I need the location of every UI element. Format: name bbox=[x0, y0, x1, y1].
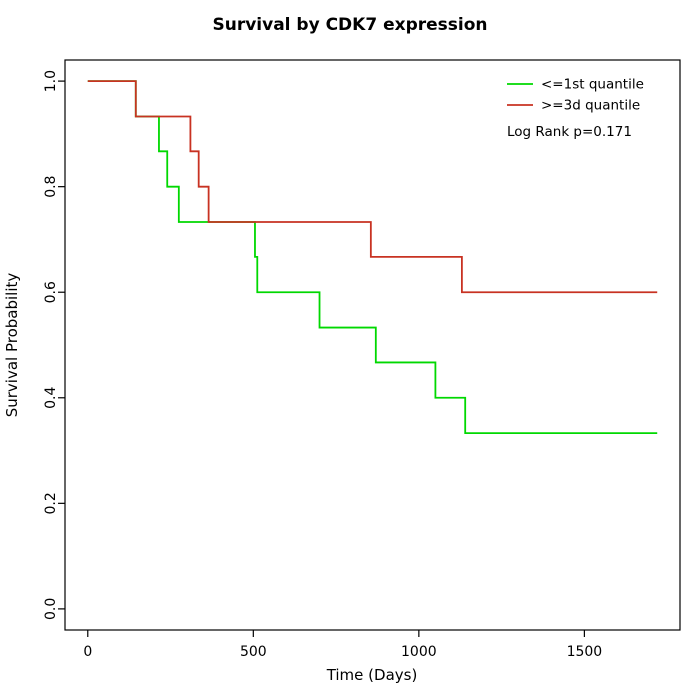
axis-ticks: 0 500 1000 1500 0.0 0.2 0.4 0.6 0.8 1.0 bbox=[43, 70, 602, 660]
y-tick-label: 0.4 bbox=[43, 387, 59, 409]
plot-frame bbox=[64, 59, 681, 631]
km-curve-1 bbox=[87, 80, 658, 294]
x-tick-label: 1500 bbox=[567, 644, 603, 660]
y-tick-label: 0.2 bbox=[43, 492, 59, 514]
chart-title: Survival by CDK7 expression bbox=[212, 15, 487, 35]
x-tick-label: 1000 bbox=[401, 644, 437, 660]
y-tick-label: 0.8 bbox=[43, 176, 59, 198]
km-curve-0 bbox=[87, 80, 658, 435]
legend: <=1st quantile >=3d quantile Log Rank p=… bbox=[507, 77, 644, 140]
legend-label-green: <=1st quantile bbox=[541, 77, 644, 93]
y-tick-label: 1.0 bbox=[43, 70, 59, 92]
logrank-pvalue: Log Rank p=0.171 bbox=[507, 124, 632, 140]
survival-curves bbox=[87, 80, 658, 435]
legend-label-red: >=3d quantile bbox=[541, 98, 640, 114]
y-tick-label: 0.6 bbox=[43, 281, 59, 303]
x-axis-label: Time (Days) bbox=[326, 666, 418, 684]
y-axis-label: Survival Probability bbox=[3, 273, 21, 418]
x-tick-label: 0 bbox=[83, 644, 92, 660]
y-tick-label: 0.0 bbox=[43, 598, 59, 620]
x-tick-label: 500 bbox=[240, 644, 267, 660]
